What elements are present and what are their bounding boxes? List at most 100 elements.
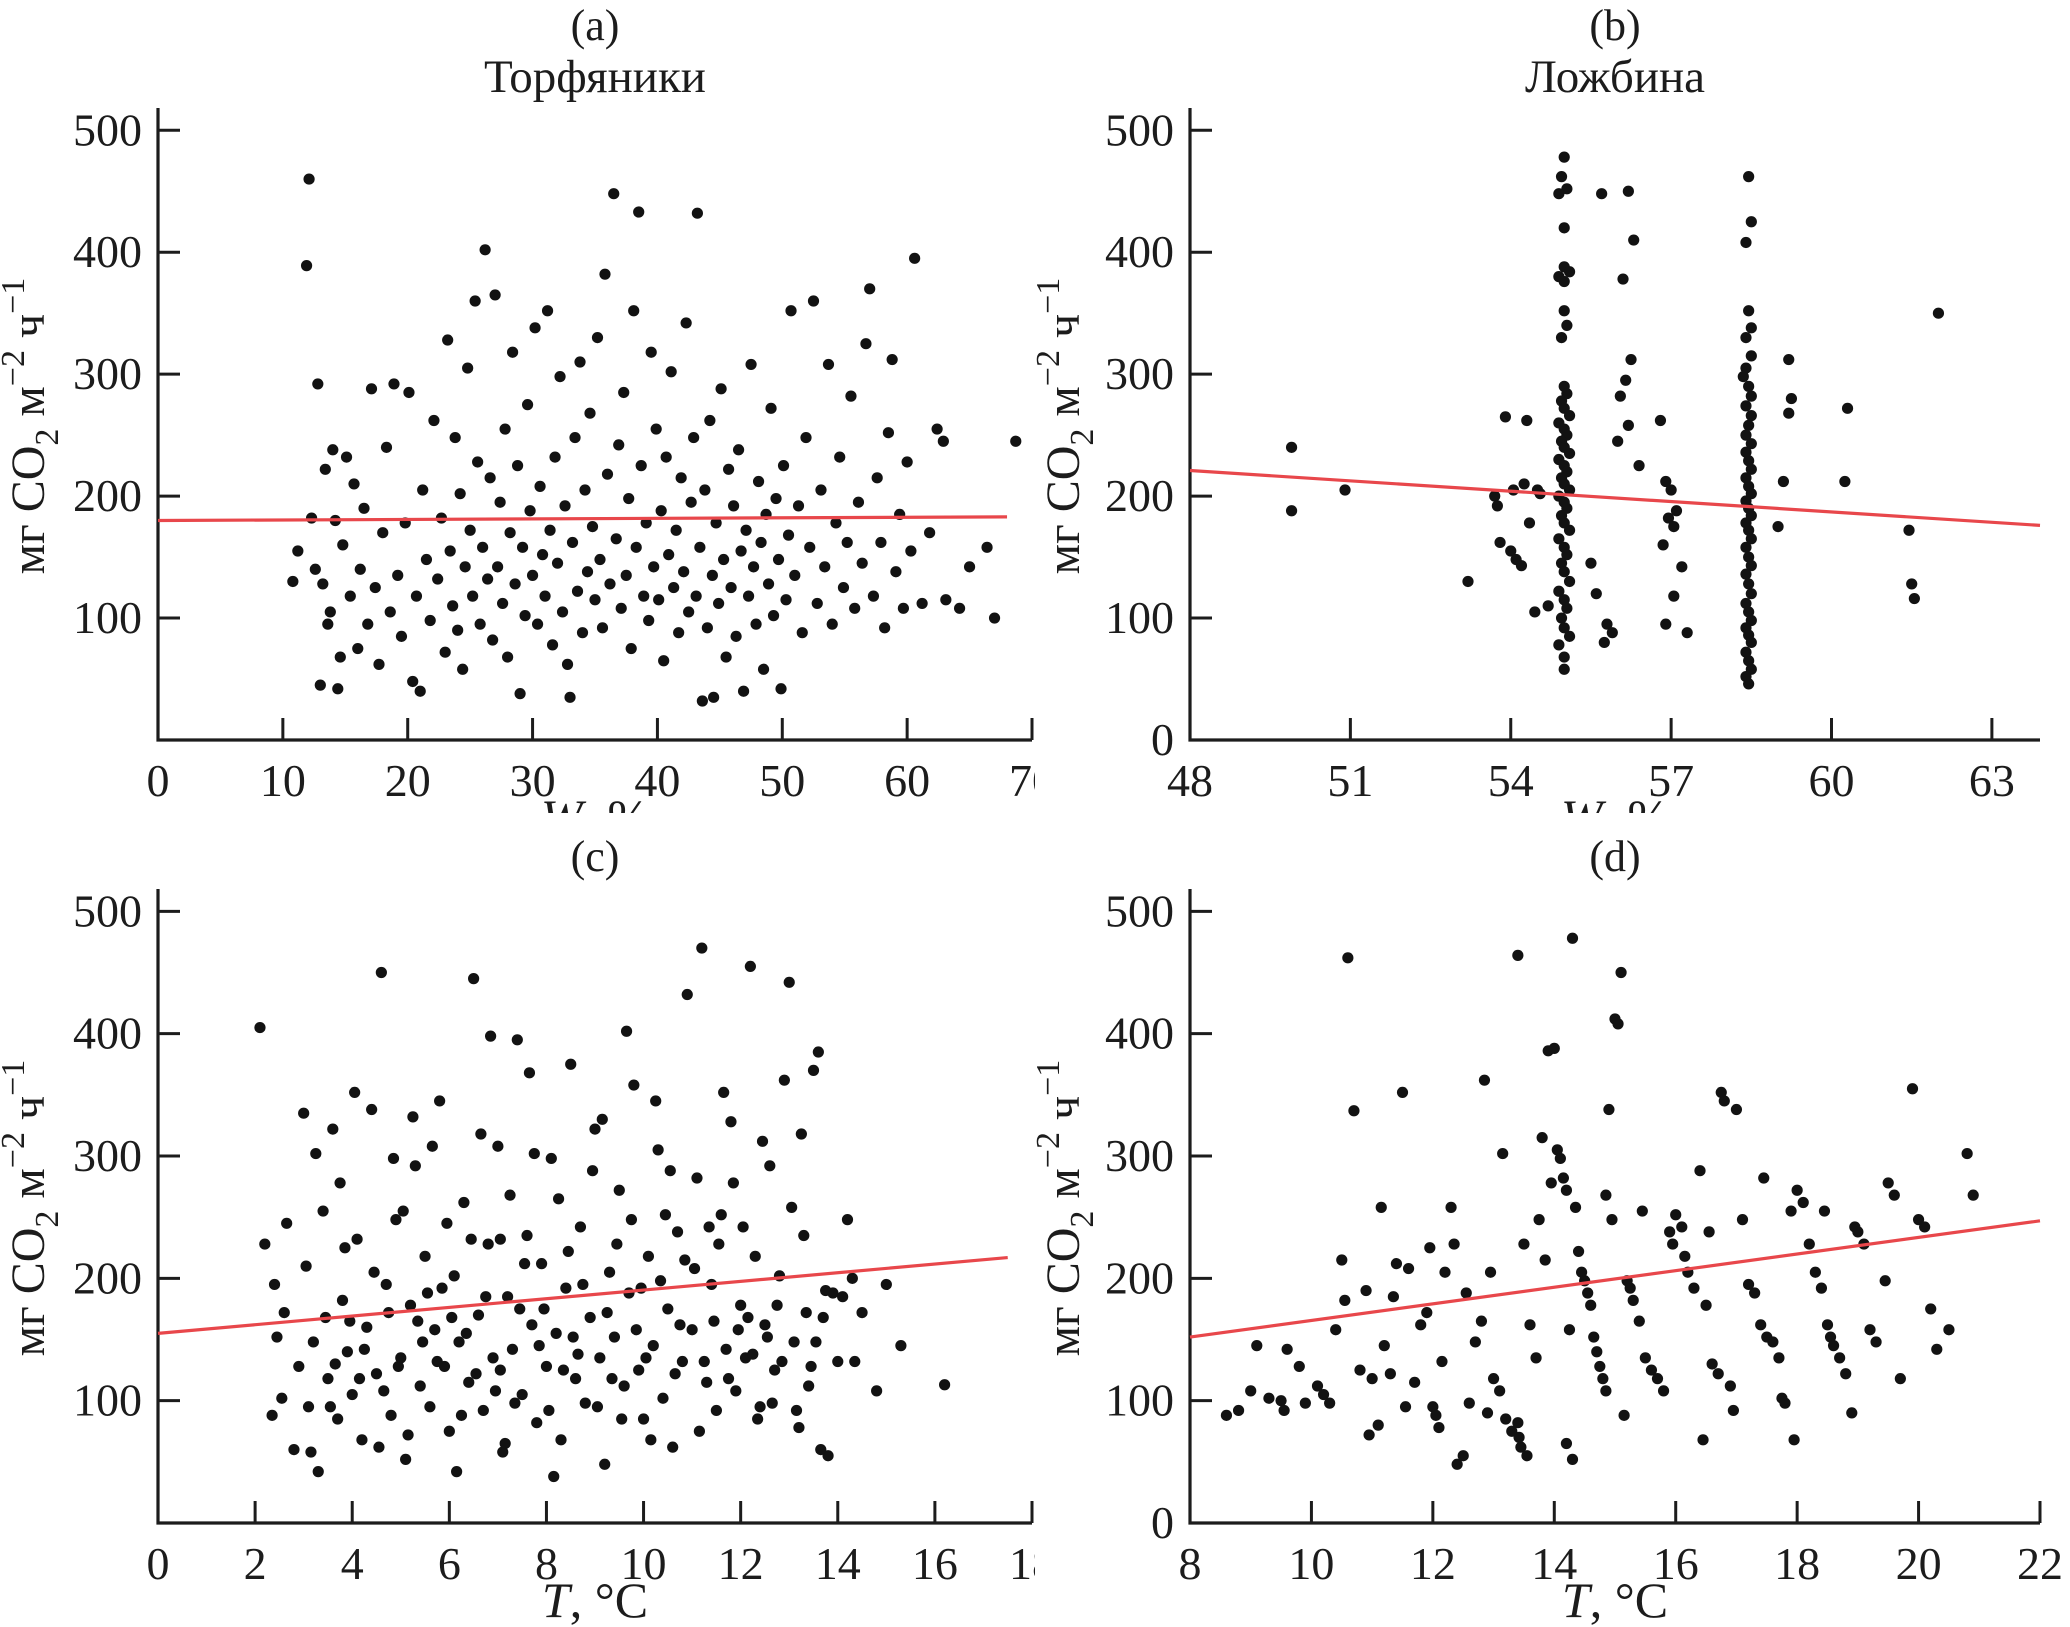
scatter-point [1561,319,1573,331]
axes [156,108,1032,742]
scatter-point [504,1189,516,1201]
scatter-point [566,536,579,549]
scatter-point [871,1385,883,1397]
scatter-point [1363,1429,1375,1441]
scatter-point [509,1397,521,1409]
x-axis-label: T, °C [1562,1572,1668,1626]
scatter-point [800,431,812,444]
scatter-point [1615,966,1627,979]
scatter-point [365,383,378,395]
scatter-point [1743,419,1755,431]
scatter-point [788,1336,800,1348]
scatter-point [540,1360,553,1373]
scatter-point [477,541,489,553]
scatter-point [340,451,353,463]
scatter-point [988,612,1001,624]
scatter-point [771,1299,783,1311]
scatter-point [1625,353,1637,366]
scatter-point [1606,1214,1618,1226]
scatter-point [1943,1324,1955,1336]
scatter-point [703,1221,715,1233]
scatter-point [633,206,645,218]
scatter-point [1821,1319,1834,1331]
scatter-point [790,1404,803,1417]
scatter-point [479,244,491,256]
scatter-point [747,1348,759,1360]
scatter-point [557,1364,570,1376]
scatter-point [1737,371,1749,383]
scatter-point [718,1086,730,1098]
scatter-point [1745,463,1757,475]
scatter-point [1818,1205,1831,1217]
scatter-point [465,1233,477,1245]
scatter-point [683,606,695,618]
scatter-point [334,651,346,663]
scatter-point [572,1348,584,1360]
scatter-point [1366,1373,1378,1385]
scatter-point [1612,1018,1624,1030]
y-tick-label: 500 [73,885,142,936]
scatter-point [615,602,627,614]
scatter-point [603,1266,616,1278]
scatter-point [1530,1352,1542,1364]
scatter-point [696,942,708,954]
scatter-point [1462,575,1474,588]
scatter-point [1783,353,1795,366]
scatter-point [1487,1373,1500,1385]
scatter-point [1481,1407,1494,1419]
scatter-point [770,492,782,505]
y-tick-label: 0 [1151,1497,1174,1548]
scatter-point [1515,560,1528,572]
scatter-point [1777,475,1789,488]
scatter-point [1668,521,1680,533]
scatter-point [348,478,360,490]
scatter-point [752,475,765,488]
scatter-point [516,541,529,553]
scatter-point [271,1331,283,1343]
trend-line [1189,468,2041,527]
scatter-point [1339,484,1351,496]
scatter-point [1715,1086,1727,1098]
scatter-point [1521,1450,1533,1462]
scatter-point [1500,1413,1512,1425]
scatter-point [1740,446,1752,458]
scatter-point [1505,545,1517,557]
scatter-point [800,1306,812,1319]
scatter-point [789,569,801,581]
scatter-point [550,1327,562,1339]
scatter-point [638,590,650,602]
scatter-point [1539,1254,1551,1266]
scatter-point [579,1397,591,1409]
scatter-point [457,663,469,675]
scatter-point [657,1392,669,1404]
scatter-point [1906,1083,1919,1095]
y-tick-label: 100 [73,1375,142,1426]
x-tick-label: 63 [1969,755,2015,806]
scatter-point [1633,460,1645,472]
scatter-point [650,1095,662,1107]
y-axis-label: мг CO2 м−2 ч−1 [1035,278,1101,575]
scatter-point [1409,1376,1421,1388]
scatter-point [506,346,519,358]
scatter-point [744,960,756,972]
scatter-point [817,1311,829,1324]
scatter-point [576,627,589,639]
scatter-point [1594,1360,1606,1373]
scatter-point [849,1355,861,1368]
scatter-point [535,1258,548,1270]
scatter-point [354,563,366,575]
scatter-point [1553,533,1565,545]
scatter-point [288,1444,300,1456]
scatter-point [1558,594,1570,606]
scatter-point [720,651,732,663]
scatter-point [1745,438,1757,450]
scatter-point [822,358,835,371]
scatter-point [643,614,655,627]
scatter-point [1491,500,1503,512]
scatter-point [492,561,504,573]
x-tick-label: 14 [1531,1538,1577,1589]
scatter-point [339,1242,351,1254]
scatter-point [1743,305,1755,317]
scatter-point [727,1177,739,1189]
